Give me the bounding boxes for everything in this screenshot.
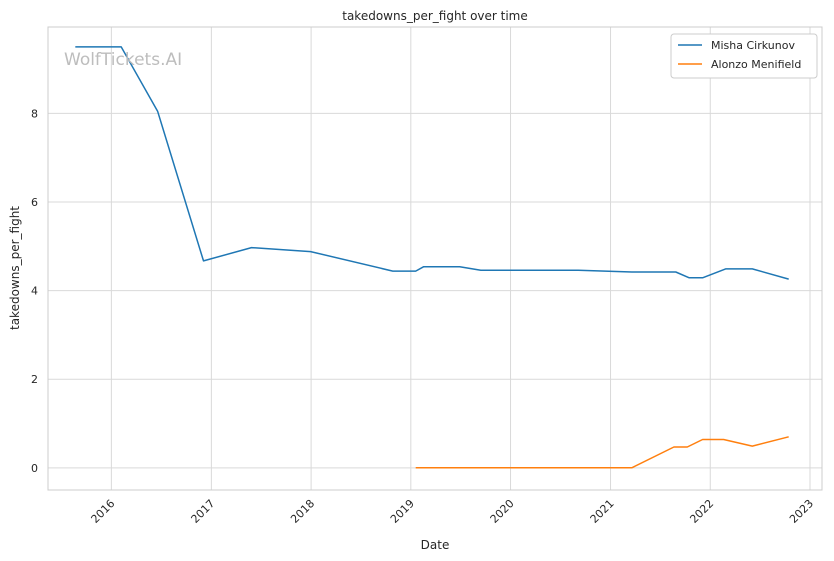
legend: Misha Cirkunov Alonzo Menifield [670,33,818,79]
series-line-alonzo-menifield [415,436,789,469]
legend-label-alonzo-menifield: Alonzo Menifield [711,58,801,71]
y-axis-ticks: 0 2 4 6 8 [31,107,38,474]
y-axis-label: takedowns_per_fight [8,206,22,330]
y-tick-label: 6 [31,196,38,209]
watermark-text: WolfTickets.AI [64,50,182,70]
y-tick-label: 8 [31,107,38,120]
x-axis-label: Date [421,538,450,552]
y-tick-label: 2 [31,373,38,386]
chart-title: takedowns_per_fight over time [342,9,528,23]
legend-label-misha-cirkunov: Misha Cirkunov [711,39,795,52]
y-tick-label: 4 [31,285,38,298]
y-tick-label: 0 [31,462,38,475]
series-lines [75,46,789,469]
plot-area-frame [47,26,823,491]
legend-box [670,33,818,79]
